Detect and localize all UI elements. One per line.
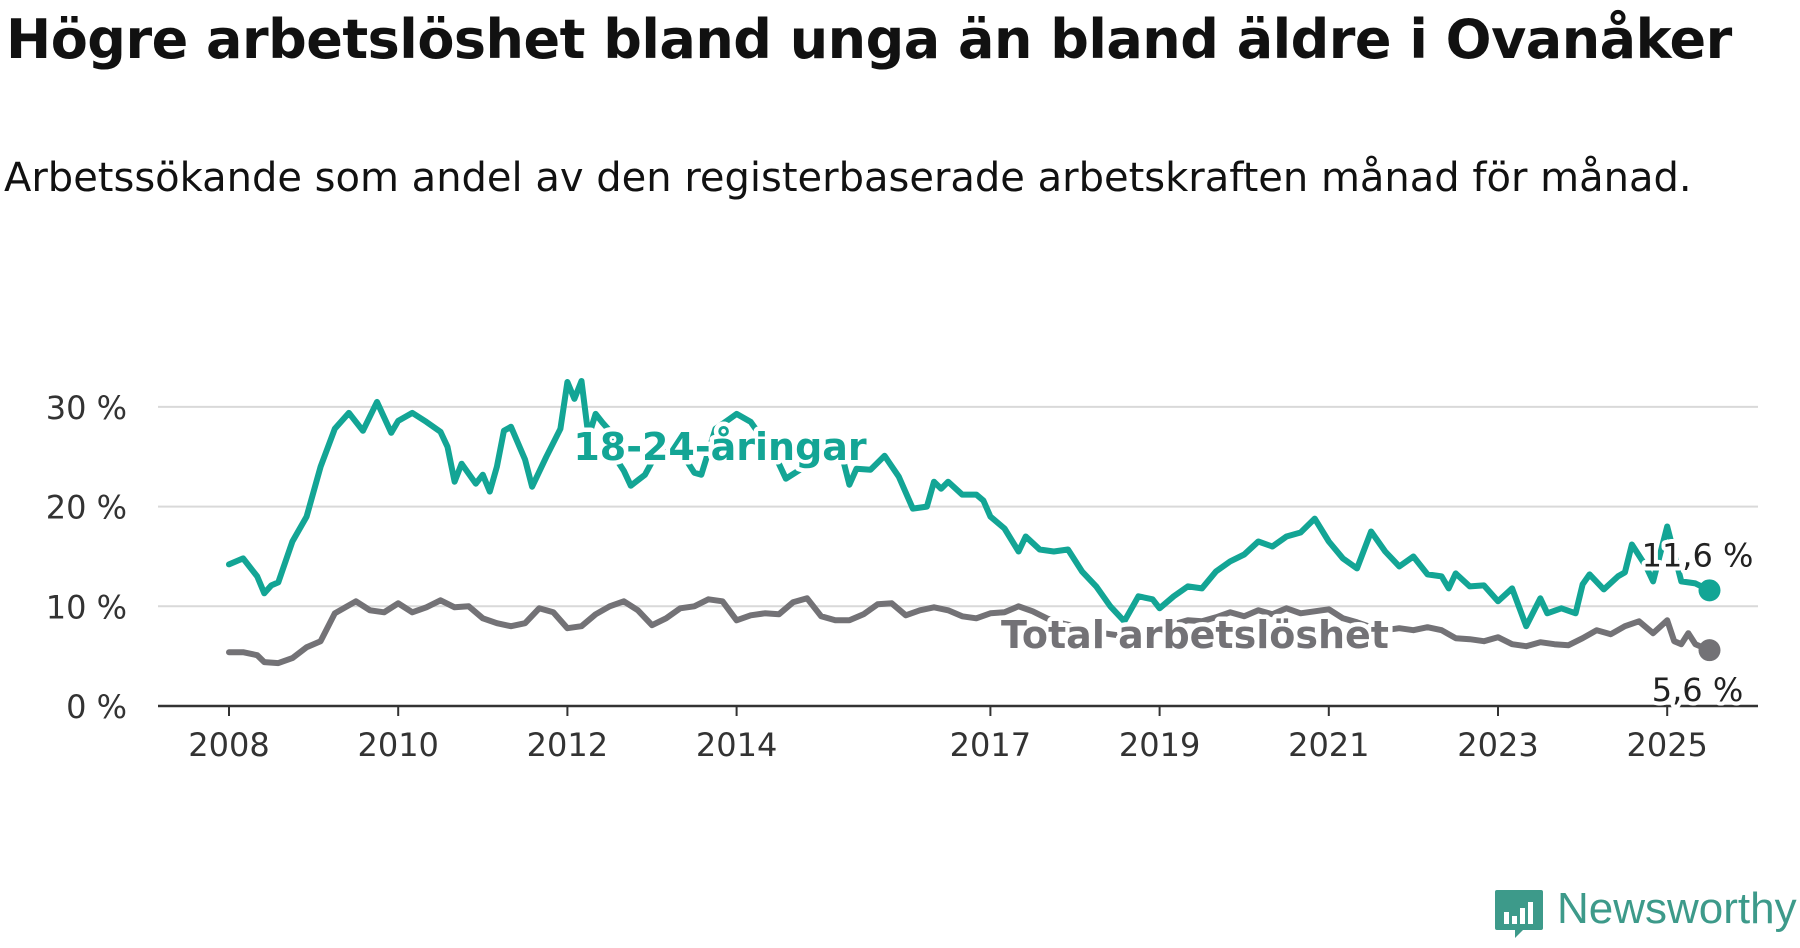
x-tick-label: 2012 bbox=[527, 726, 608, 764]
x-tick-label: 2014 bbox=[696, 726, 777, 764]
series-name-label: Total arbetslöshet bbox=[1001, 613, 1389, 657]
series-end-value-label: 5,6 % bbox=[1652, 671, 1743, 709]
chart-subtitle: Arbetssökande som andel av den registerb… bbox=[4, 155, 1692, 201]
brand-name: Newsworthy bbox=[1557, 884, 1797, 933]
series-line-0 bbox=[226, 378, 1713, 630]
x-tick-label: 2017 bbox=[950, 726, 1031, 764]
newsworthy-logo-icon bbox=[1495, 890, 1543, 938]
chart-title: Högre arbetslöshet bland unga än bland ä… bbox=[6, 8, 1732, 71]
x-tick-label: 2021 bbox=[1288, 726, 1369, 764]
y-tick-label: 20 % bbox=[46, 489, 127, 527]
x-tick-label: 2010 bbox=[357, 726, 438, 764]
y-axis: 0 % 10 % 20 % 30 % bbox=[46, 389, 127, 726]
series-labels: 18-24-åringar Total arbetslöshet 11,6 % 5,6… bbox=[569, 421, 1758, 714]
y-tick-label: 0 % bbox=[66, 688, 127, 726]
gridlines bbox=[158, 405, 1758, 608]
series-end-point bbox=[1698, 579, 1721, 602]
x-tick-label: 2025 bbox=[1626, 726, 1707, 764]
x-tick-label: 2019 bbox=[1119, 726, 1200, 764]
x-axis: 2008 2010 2012 2014 2017 2019 2021 2023 2025 bbox=[158, 704, 1758, 764]
series-end-point bbox=[1698, 639, 1721, 662]
x-tick-label: 2023 bbox=[1457, 726, 1538, 764]
x-tick-label: 2008 bbox=[188, 726, 269, 764]
series-lines bbox=[226, 378, 1713, 667]
y-tick-label: 30 % bbox=[46, 389, 127, 427]
series-line-1 bbox=[226, 595, 1713, 667]
line-chart: 0 % 10 % 20 % 30 % 2008 2010 2012 2014 2017 2019… bbox=[46, 378, 1758, 764]
series-end-value-label: 11,6 % bbox=[1642, 536, 1754, 574]
series-name-label: 18-24-åringar bbox=[573, 425, 867, 469]
y-tick-label: 10 % bbox=[46, 588, 127, 626]
